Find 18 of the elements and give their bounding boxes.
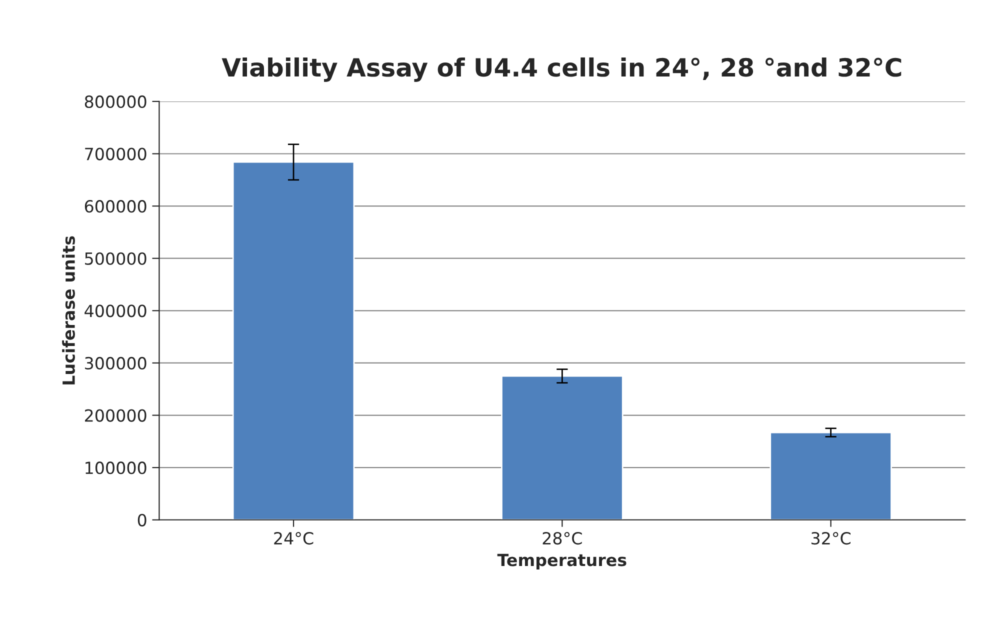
y-tick-label: 0	[138, 514, 146, 526]
y-tick-label: 200000	[84, 409, 146, 422]
x-axis-title: Temperatures	[497, 554, 626, 570]
y-tick-label: 300000	[85, 356, 146, 370]
x-tick-label: 24°C	[274, 532, 314, 545]
y-tick-label: 600000	[84, 200, 146, 213]
y-tick-label: 800000	[84, 95, 146, 108]
bar	[232, 161, 355, 520]
bar	[501, 375, 624, 520]
y-axis-title: Luciferase units	[62, 236, 75, 384]
chart-title: Viability Assay of U4.4 cells in 24°, 28 °and 32°C	[222, 57, 902, 82]
y-tick-label: 700000	[85, 148, 146, 160]
x-tick-label: 28°C	[542, 532, 582, 545]
y-tick-label: 500000	[85, 252, 146, 265]
bar	[770, 432, 892, 520]
y-tick-label: 100000	[86, 462, 146, 474]
y-tick-label: 400000	[84, 304, 146, 318]
x-tick-label: 32°C	[812, 532, 851, 545]
